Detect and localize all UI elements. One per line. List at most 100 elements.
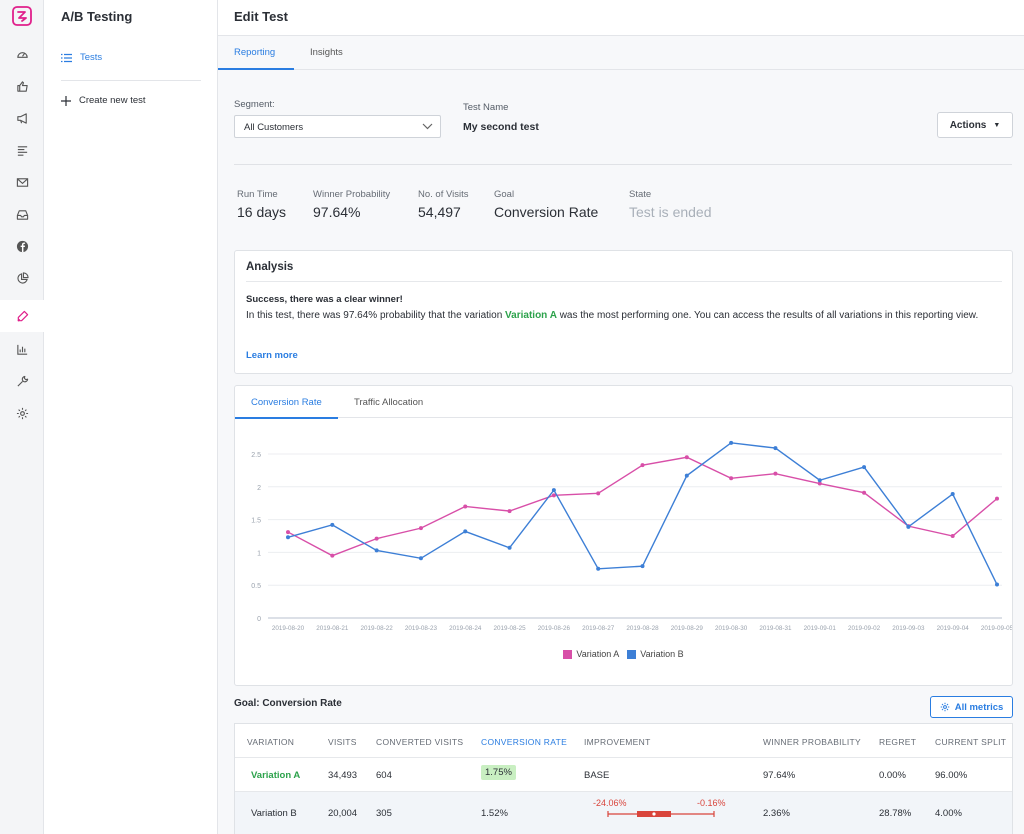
sidebar-item-tests[interactable]: Tests (61, 52, 102, 63)
cell-variation: Variation A (251, 770, 301, 781)
legend-item-variation-b[interactable]: Variation B (627, 649, 684, 659)
thumbs-up-icon[interactable] (0, 70, 44, 102)
chart-legend: Variation A Variation B (235, 649, 1012, 659)
data-point (286, 535, 290, 540)
data-point (418, 556, 423, 561)
segment-select[interactable]: All Customers (234, 115, 441, 138)
cell-probability: 97.64% (763, 770, 796, 781)
actions-label: Actions (949, 119, 987, 131)
winner-variation: Variation A (505, 310, 557, 321)
data-point (950, 534, 955, 538)
icon-rail (0, 0, 44, 834)
stat-run-time: Run Time 16 days (237, 189, 286, 220)
x-tick-label: 2019-08-30 (715, 625, 748, 632)
tab-reporting[interactable]: Reporting (234, 47, 276, 58)
x-tick-label: 2019-09-02 (848, 625, 881, 632)
stat-winner-probability: Winner Probability 97.64% (313, 189, 390, 220)
chart-card: Conversion Rate Traffic Allocation 0 0.5 1… (234, 385, 1013, 686)
data-point (862, 490, 867, 495)
segment-value: All Customers (244, 122, 304, 133)
stat-label: State (629, 189, 652, 200)
settings-icon[interactable] (0, 397, 44, 429)
legend-label: Variation A (576, 649, 620, 659)
analysis-text-after: was the most performing one. You can acc… (556, 310, 979, 321)
legend-swatch (563, 649, 573, 659)
data-point (729, 440, 734, 445)
actions-button[interactable]: Actions ▼ (937, 112, 1013, 138)
x-tick-label: 2019-08-23 (405, 625, 438, 632)
stat-visits: No. of Visits 54,497 (418, 189, 469, 220)
test-name-value: My second test (463, 121, 539, 133)
legend-item-variation-a[interactable]: Variation A (563, 649, 619, 659)
sidebar-item-create-new-test[interactable]: Create new test (61, 95, 146, 106)
data-point (330, 522, 335, 527)
table-row[interactable]: Variation A 34,493 604 1.75% BASE 97.64%… (235, 757, 1012, 791)
caret-down-icon: ▼ (993, 121, 1001, 129)
stat-label: Run Time (237, 189, 278, 200)
cell-improvement: BASE (584, 770, 610, 781)
chevron-down-icon (422, 123, 433, 130)
chart-tab-bar: Conversion Rate Traffic Allocation (235, 386, 1012, 419)
ab-test-icon[interactable] (0, 300, 44, 332)
dashboard-icon[interactable] (0, 38, 44, 70)
megaphone-icon[interactable] (0, 102, 44, 134)
data-point (507, 509, 512, 514)
all-metrics-button[interactable]: All metrics (930, 696, 1013, 718)
improvement-range-bar (607, 811, 715, 817)
series-line-variation-a (287, 456, 998, 557)
tab-conversion-rate[interactable]: Conversion Rate (251, 397, 322, 408)
x-tick-label: 2019-08-24 (449, 625, 482, 632)
data-point (729, 476, 734, 481)
cell-split: 4.00% (935, 808, 962, 819)
column-header: VISITS (328, 737, 357, 747)
data-point (463, 529, 468, 534)
tab-traffic-allocation[interactable]: Traffic Allocation (354, 397, 424, 408)
data-point (507, 545, 512, 550)
data-point (773, 446, 778, 451)
pie-chart-icon[interactable] (0, 262, 44, 294)
goal-title: Goal: Conversion Rate (234, 698, 342, 709)
column-header: VARIATION (247, 737, 295, 747)
analysis-text: In this test, there was 97.64% probabili… (246, 308, 1006, 323)
column-header[interactable]: CONVERSION RATE (481, 737, 568, 747)
data-point (640, 564, 645, 569)
column-header: CONVERTED VISITS (376, 737, 464, 747)
data-point (817, 481, 822, 486)
data-point (330, 553, 335, 558)
y-tick-label: 1 (257, 550, 261, 557)
list-icon[interactable] (0, 134, 44, 166)
stat-value: Conversion Rate (494, 204, 599, 220)
stat-value: 16 days (237, 204, 287, 220)
cell-converted: 305 (376, 808, 392, 819)
column-header: REGRET (879, 737, 917, 747)
divider (61, 80, 201, 81)
stat-goal: Goal Conversion Rate (494, 189, 598, 220)
rate-highlight: 1.75% (481, 765, 516, 780)
analysis-text-before: In this test, there was 97.64% probabili… (246, 310, 506, 321)
data-point (684, 473, 689, 478)
learn-more-link[interactable]: Learn more (246, 350, 298, 361)
wrench-icon[interactable] (0, 365, 44, 397)
x-tick-label: 2019-09-04 (937, 625, 970, 632)
tab-insights[interactable]: Insights (310, 47, 343, 58)
y-tick-label: 2.5 (251, 452, 261, 459)
cell-split: 96.00% (935, 770, 968, 781)
cell-regret: 0.00% (879, 770, 906, 781)
x-tick-label: 2019-08-31 (759, 625, 792, 632)
legend-label: Variation B (640, 649, 684, 659)
legend-swatch (627, 649, 637, 659)
x-tick-label: 2019-08-28 (626, 625, 659, 632)
active-tab-indicator (218, 68, 294, 70)
page-title: Edit Test (234, 9, 288, 24)
improvement-high: -0.16% (697, 798, 726, 808)
brand-logo-icon[interactable] (11, 5, 33, 27)
facebook-icon[interactable] (0, 230, 44, 262)
inbox-icon[interactable] (0, 198, 44, 230)
bar-chart-icon[interactable] (0, 333, 44, 365)
y-tick-label: 0.5 (251, 583, 261, 590)
table-row[interactable]: Variation B 20,004 305 1.52% -24.06% -0.… (235, 791, 1012, 834)
mail-icon[interactable] (0, 166, 44, 198)
top-bar: Edit Test (218, 0, 1024, 36)
data-point (286, 530, 290, 535)
x-tick-label: 2019-08-22 (361, 625, 394, 632)
